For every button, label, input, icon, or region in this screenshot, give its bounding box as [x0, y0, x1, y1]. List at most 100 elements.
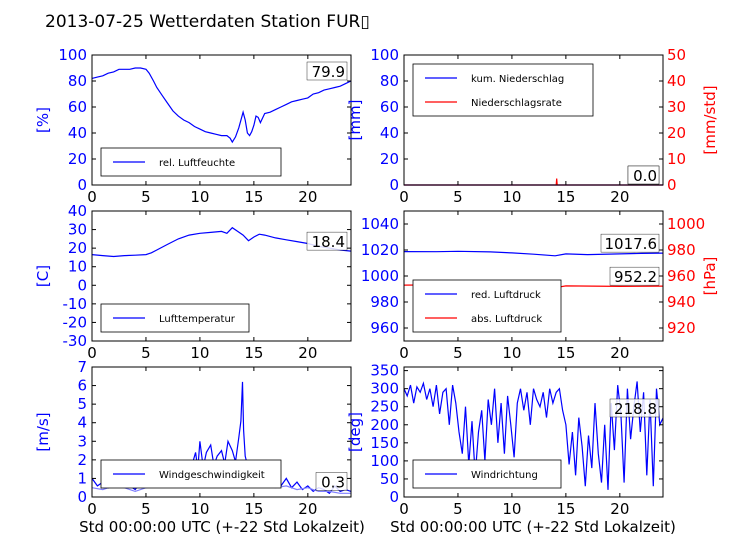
legend-label: red. Luftdruck: [471, 290, 541, 301]
x-tick-label: 5: [141, 188, 151, 206]
y-tick-label: 40: [68, 124, 87, 142]
y-tick-label: 1040: [361, 215, 399, 233]
y2-tick-label: 20: [667, 124, 686, 142]
y-axis-label: [deg]: [346, 412, 364, 452]
y-tick-label: 0: [389, 488, 399, 506]
value-label: 952.2: [614, 268, 657, 286]
value-label-box: [627, 165, 660, 185]
y-tick-label: 40: [68, 202, 87, 220]
y-tick-label: 60: [68, 98, 87, 116]
y2-tick-label: 30: [667, 98, 686, 116]
legend-box: [100, 303, 250, 333]
x-tick-label: 5: [453, 188, 463, 206]
y-tick-label: 1000: [361, 267, 399, 285]
y2-tick-label: 50: [667, 46, 686, 64]
value-label-box: [600, 233, 660, 253]
series-line-3-1: [91, 226, 352, 258]
y2-tick-label: 960: [667, 267, 696, 285]
x-tick-label: 0: [399, 344, 409, 362]
x-tick-label: 20: [298, 500, 317, 518]
y-tick-label: 80: [68, 72, 87, 90]
y-tick-label: 7: [77, 358, 87, 376]
y-tick-label: 0: [77, 176, 87, 194]
x-tick-label: 20: [298, 344, 317, 362]
x-tick-label: 5: [141, 344, 151, 362]
x-tick-label: 0: [399, 188, 409, 206]
y2-axis-label: [hPa]: [701, 257, 719, 296]
y-axis-label: [m/s]: [34, 412, 52, 451]
x-tick-label: 10: [502, 188, 521, 206]
y2-tick-label: 980: [667, 241, 696, 259]
legend-box: [412, 279, 562, 333]
y-tick-label: 10: [68, 258, 87, 276]
y-tick-label: -30: [63, 332, 88, 350]
x-tick-label: 10: [190, 188, 209, 206]
y-tick-label: 100: [58, 46, 87, 64]
subplot-1: 0 5 10 15 20 0 20 40 60 80 100 [%] rel. Luftfeuchte 7…: [34, 46, 352, 206]
x-tick-label: 20: [610, 344, 629, 362]
y-tick-label: 0: [389, 176, 399, 194]
y-tick-label: 0: [77, 488, 87, 506]
series-line-4-1: [403, 250, 664, 257]
y-tick-label: 200: [370, 416, 399, 434]
x-tick-label: 15: [244, 500, 263, 518]
x-tick-label: 15: [556, 344, 575, 362]
x-tick-label: 10: [190, 500, 209, 518]
plot-frame: [91, 54, 352, 186]
x-tick-label: 15: [556, 188, 575, 206]
x-tick-label: 0: [87, 188, 97, 206]
y-tick-label: 250: [370, 398, 399, 416]
plot-frame: [91, 210, 352, 342]
value-label: 0.3: [321, 473, 345, 491]
y-tick-label: 40: [380, 124, 399, 142]
x-axis-label-left: Std 00:00:00 UTC (+-22 Std Lokalzeit): [79, 518, 365, 536]
plot-frame: [91, 366, 352, 498]
y-tick-label: 4: [77, 414, 87, 432]
legend-label: abs. Luftdruck: [471, 314, 542, 325]
plot-frame: [403, 54, 664, 186]
x-tick-label: 5: [453, 500, 463, 518]
x-tick-label: 15: [244, 344, 263, 362]
value-label-box: [609, 398, 660, 418]
y-axis-label: [mm]: [346, 100, 364, 141]
y-tick-label: -20: [63, 313, 88, 331]
legend-label: kum. Niederschlag: [471, 74, 564, 85]
y-tick-label: 60: [380, 98, 399, 116]
x-tick-label: 10: [502, 500, 521, 518]
y-tick-label: 20: [68, 150, 87, 168]
y2-tick-label: 10: [667, 150, 686, 168]
y-tick-label: 100: [370, 46, 399, 64]
y-tick-label: 150: [370, 434, 399, 452]
y-tick-label: 100: [370, 452, 399, 470]
value-label: 218.8: [614, 400, 657, 418]
value-label: 18.4: [312, 233, 345, 251]
x-tick-label: 15: [244, 188, 263, 206]
y-tick-label: 6: [77, 377, 87, 395]
subplot-5: 0 5 10 15 2001234567[m/s]Windgeschwindigkeit…: [34, 358, 352, 518]
x-tick-label: 20: [298, 188, 317, 206]
x-tick-label: 0: [87, 344, 97, 362]
y2-axis-label: [mm/std]: [701, 85, 719, 154]
y-tick-label: 50: [380, 470, 399, 488]
x-tick-label: 15: [556, 500, 575, 518]
y-tick-label: -10: [63, 295, 88, 313]
y-tick-label: 20: [380, 150, 399, 168]
y-tick-label: 80: [380, 72, 399, 90]
legend-label: Lufttemperatur: [159, 314, 236, 325]
x-tick-label: 0: [399, 500, 409, 518]
y-tick-label: 0: [77, 276, 87, 294]
y-tick-label: 960: [370, 319, 399, 337]
x-tick-label: 20: [610, 188, 629, 206]
value-label-box: [609, 266, 660, 286]
y-tick-label: 350: [370, 362, 399, 380]
y-tick-label: 980: [370, 293, 399, 311]
y-tick-label: 30: [68, 221, 87, 239]
series-line-1-1: [91, 67, 352, 144]
value-label-box: [315, 472, 348, 491]
value-label: 79.9: [312, 63, 345, 81]
value-label-box: [306, 61, 348, 81]
y-tick-label: 20: [68, 239, 87, 257]
legend-box: [412, 63, 594, 117]
legend-label: Windrichtung: [471, 470, 538, 481]
